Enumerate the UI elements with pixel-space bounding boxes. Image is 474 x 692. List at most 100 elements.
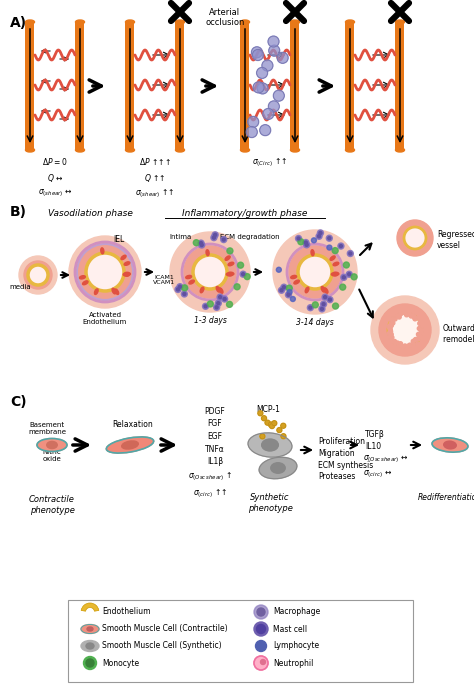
Circle shape bbox=[389, 329, 392, 334]
Circle shape bbox=[219, 295, 222, 299]
Bar bbox=[291, 22, 300, 150]
Circle shape bbox=[254, 656, 268, 670]
Circle shape bbox=[398, 312, 402, 316]
Circle shape bbox=[199, 242, 205, 248]
Circle shape bbox=[419, 329, 423, 334]
Circle shape bbox=[286, 285, 292, 291]
Circle shape bbox=[263, 109, 274, 120]
Circle shape bbox=[387, 335, 391, 339]
Text: Relaxation: Relaxation bbox=[113, 420, 154, 429]
Circle shape bbox=[391, 321, 395, 325]
Circle shape bbox=[400, 311, 403, 315]
Ellipse shape bbox=[124, 262, 130, 265]
Circle shape bbox=[341, 274, 347, 280]
Circle shape bbox=[281, 424, 286, 428]
Circle shape bbox=[413, 317, 417, 321]
Circle shape bbox=[411, 313, 415, 318]
Circle shape bbox=[320, 301, 327, 307]
Circle shape bbox=[262, 60, 273, 71]
Circle shape bbox=[221, 237, 227, 243]
Circle shape bbox=[255, 641, 266, 651]
Text: Smooth Muscle Cell (Contractile): Smooth Muscle Cell (Contractile) bbox=[102, 624, 228, 633]
Circle shape bbox=[401, 347, 405, 351]
Circle shape bbox=[215, 300, 221, 306]
Ellipse shape bbox=[47, 441, 57, 448]
Text: Contractile
phenotype: Contractile phenotype bbox=[29, 495, 75, 515]
Circle shape bbox=[343, 262, 349, 268]
Circle shape bbox=[351, 274, 357, 280]
Text: Redifferentiation: Redifferentiation bbox=[418, 493, 474, 502]
Circle shape bbox=[281, 284, 287, 290]
Circle shape bbox=[405, 313, 409, 317]
Circle shape bbox=[193, 239, 199, 246]
Circle shape bbox=[214, 233, 217, 237]
Ellipse shape bbox=[124, 272, 130, 275]
Circle shape bbox=[342, 276, 346, 279]
Text: Macrophage: Macrophage bbox=[273, 608, 320, 617]
Circle shape bbox=[298, 239, 304, 245]
Ellipse shape bbox=[240, 20, 249, 24]
Ellipse shape bbox=[248, 433, 292, 457]
Circle shape bbox=[277, 53, 288, 63]
Circle shape bbox=[417, 327, 421, 331]
Circle shape bbox=[403, 310, 407, 314]
Circle shape bbox=[307, 304, 313, 311]
Circle shape bbox=[388, 317, 392, 321]
Circle shape bbox=[287, 289, 292, 295]
Circle shape bbox=[86, 659, 94, 667]
Circle shape bbox=[414, 338, 418, 342]
Circle shape bbox=[391, 317, 394, 321]
Circle shape bbox=[254, 605, 268, 619]
Circle shape bbox=[240, 271, 246, 277]
Circle shape bbox=[256, 624, 265, 633]
Ellipse shape bbox=[432, 438, 468, 452]
Circle shape bbox=[200, 242, 202, 244]
Ellipse shape bbox=[81, 624, 99, 633]
Circle shape bbox=[389, 332, 393, 336]
Circle shape bbox=[207, 301, 213, 307]
Ellipse shape bbox=[219, 288, 223, 293]
Circle shape bbox=[254, 622, 268, 636]
Circle shape bbox=[411, 339, 415, 343]
Ellipse shape bbox=[311, 250, 314, 256]
Circle shape bbox=[261, 659, 265, 664]
Text: Monocyte: Monocyte bbox=[102, 659, 139, 668]
Circle shape bbox=[379, 304, 431, 356]
Ellipse shape bbox=[444, 441, 456, 449]
Circle shape bbox=[287, 293, 290, 296]
Circle shape bbox=[397, 220, 433, 256]
Circle shape bbox=[408, 343, 412, 347]
Circle shape bbox=[198, 240, 204, 246]
Circle shape bbox=[339, 244, 342, 248]
Text: Outward
remodelled vessel: Outward remodelled vessel bbox=[443, 324, 474, 344]
Circle shape bbox=[248, 116, 259, 127]
Circle shape bbox=[217, 294, 223, 300]
Circle shape bbox=[324, 295, 327, 299]
Circle shape bbox=[408, 313, 412, 316]
Ellipse shape bbox=[395, 148, 404, 152]
Text: Smooth Muscle Cell (Synthetic): Smooth Muscle Cell (Synthetic) bbox=[102, 641, 222, 650]
Circle shape bbox=[253, 82, 264, 93]
Wedge shape bbox=[81, 603, 99, 611]
Circle shape bbox=[212, 236, 215, 239]
Circle shape bbox=[420, 328, 424, 332]
Circle shape bbox=[257, 608, 265, 616]
Circle shape bbox=[283, 286, 285, 289]
Ellipse shape bbox=[75, 148, 84, 152]
Circle shape bbox=[200, 244, 203, 246]
Bar bbox=[395, 22, 404, 150]
Ellipse shape bbox=[115, 289, 118, 294]
Ellipse shape bbox=[225, 256, 230, 260]
Ellipse shape bbox=[126, 20, 135, 24]
Circle shape bbox=[392, 313, 396, 317]
Text: PDGF
FGF
EGF
TNFα
IL1β: PDGF FGF EGF TNFα IL1β bbox=[205, 407, 225, 466]
Circle shape bbox=[223, 298, 226, 300]
Text: ICAM1
VCAM1: ICAM1 VCAM1 bbox=[153, 275, 175, 285]
Circle shape bbox=[242, 273, 245, 275]
Circle shape bbox=[182, 285, 188, 291]
Circle shape bbox=[421, 325, 425, 328]
Text: Basement
membrane: Basement membrane bbox=[28, 422, 66, 435]
Circle shape bbox=[69, 236, 141, 308]
Ellipse shape bbox=[82, 281, 88, 284]
Circle shape bbox=[183, 293, 186, 295]
